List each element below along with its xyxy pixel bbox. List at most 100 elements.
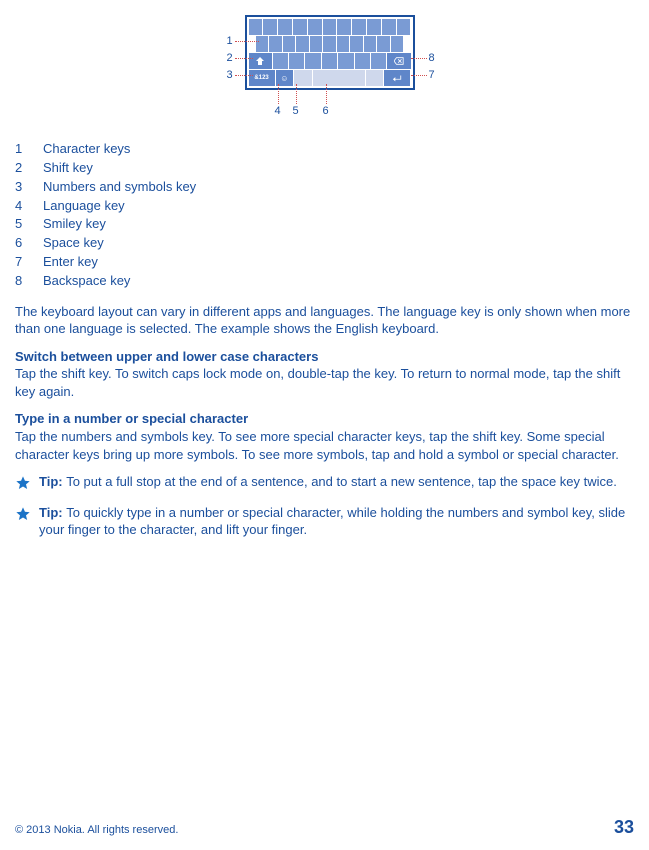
tip-text: Tip: To put a full stop at the end of a …: [39, 473, 634, 496]
char-key: [249, 19, 263, 35]
char-key: [337, 19, 351, 35]
keyboard-frame: &123 ☺: [245, 15, 415, 90]
callout-4: 4: [275, 105, 281, 117]
side-key: [366, 70, 383, 86]
legend-item: 7Enter key: [15, 253, 634, 272]
char-key: [256, 36, 269, 52]
char-key: [305, 53, 320, 69]
tip-block: Tip: To quickly type in a number or spec…: [15, 504, 634, 539]
char-key: [397, 19, 411, 35]
char-key: [367, 19, 381, 35]
key-row: &123 ☺: [249, 70, 411, 86]
section-heading: Switch between upper and lower case char…: [15, 348, 634, 366]
legend-item: 3Numbers and symbols key: [15, 178, 634, 197]
numbers-key: &123: [249, 70, 275, 86]
legend-item: 5Smiley key: [15, 215, 634, 234]
char-key: [296, 36, 309, 52]
copyright: © 2013 Nokia. All rights reserved.: [15, 824, 178, 836]
char-key: [382, 19, 396, 35]
legend-label: Numbers and symbols key: [43, 178, 196, 197]
legend-num: 7: [15, 253, 43, 272]
char-key: [323, 36, 336, 52]
char-key: [371, 53, 386, 69]
backspace-key-icon: [387, 53, 410, 69]
callout-dots: [326, 84, 327, 104]
legend-label: Shift key: [43, 159, 93, 178]
legend-list: 1Character keys 2Shift key 3Numbers and …: [15, 140, 634, 291]
tip-body: To put a full stop at the end of a sente…: [66, 474, 617, 489]
page-number: 33: [614, 817, 634, 838]
legend-label: Language key: [43, 197, 125, 216]
spacer: [249, 36, 255, 52]
tip-block: Tip: To put a full stop at the end of a …: [15, 473, 634, 496]
char-key: [310, 36, 323, 52]
callout-dots: [278, 84, 279, 104]
shift-key-icon: [249, 53, 272, 69]
char-key: [263, 19, 277, 35]
char-key: [289, 53, 304, 69]
key-row: [249, 36, 411, 52]
char-key: [352, 19, 366, 35]
legend-num: 2: [15, 159, 43, 178]
spacer: [404, 36, 410, 52]
char-key: [377, 36, 390, 52]
callout-dots: [235, 41, 259, 42]
legend-item: 2Shift key: [15, 159, 634, 178]
legend-label: Space key: [43, 234, 104, 253]
paragraph: Tap the numbers and symbols key. To see …: [15, 428, 634, 463]
legend-item: 8Backspace key: [15, 272, 634, 291]
char-key: [338, 53, 353, 69]
paragraph: Tap the shift key. To switch caps lock m…: [15, 365, 634, 400]
tip-text: Tip: To quickly type in a number or spec…: [39, 504, 634, 539]
callout-7: 7: [429, 69, 435, 81]
callout-8: 8: [429, 52, 435, 64]
star-icon: [15, 506, 39, 539]
tip-label: Tip:: [39, 474, 66, 489]
char-key: [323, 19, 337, 35]
callout-dots: [235, 75, 253, 76]
legend-num: 8: [15, 272, 43, 291]
callout-2: 2: [227, 52, 233, 64]
tip-body: To quickly type in a number or special c…: [39, 505, 625, 538]
legend-label: Character keys: [43, 140, 130, 159]
callout-6: 6: [323, 105, 329, 117]
legend-item: 1Character keys: [15, 140, 634, 159]
callout-5: 5: [293, 105, 299, 117]
char-key: [391, 36, 404, 52]
keyboard-diagram: 1 2 3 8 7 4 5 6: [195, 10, 455, 90]
legend-num: 5: [15, 215, 43, 234]
char-key: [355, 53, 370, 69]
callout-1: 1: [227, 35, 233, 47]
legend-label: Smiley key: [43, 215, 106, 234]
legend-num: 6: [15, 234, 43, 253]
key-row: [249, 53, 411, 69]
legend-num: 4: [15, 197, 43, 216]
legend-item: 4Language key: [15, 197, 634, 216]
legend-num: 3: [15, 178, 43, 197]
char-key: [283, 36, 296, 52]
char-key: [308, 19, 322, 35]
legend-label: Backspace key: [43, 272, 130, 291]
callout-dots: [411, 58, 427, 59]
char-key: [350, 36, 363, 52]
tip-label: Tip:: [39, 505, 66, 520]
legend-label: Enter key: [43, 253, 98, 272]
enter-key-icon: [384, 70, 410, 86]
char-key: [322, 53, 337, 69]
callout-3: 3: [227, 69, 233, 81]
paragraph: The keyboard layout can vary in differen…: [15, 303, 634, 338]
char-key: [337, 36, 350, 52]
key-row: [249, 19, 411, 35]
callout-dots: [296, 84, 297, 104]
char-key: [273, 53, 288, 69]
page-footer: © 2013 Nokia. All rights reserved. 33: [15, 817, 634, 838]
char-key: [364, 36, 377, 52]
char-key: [278, 19, 292, 35]
char-key: [269, 36, 282, 52]
star-icon: [15, 475, 39, 496]
callout-dots: [235, 58, 253, 59]
space-key: [313, 70, 365, 86]
char-key: [293, 19, 307, 35]
callout-dots: [411, 75, 427, 76]
legend-num: 1: [15, 140, 43, 159]
